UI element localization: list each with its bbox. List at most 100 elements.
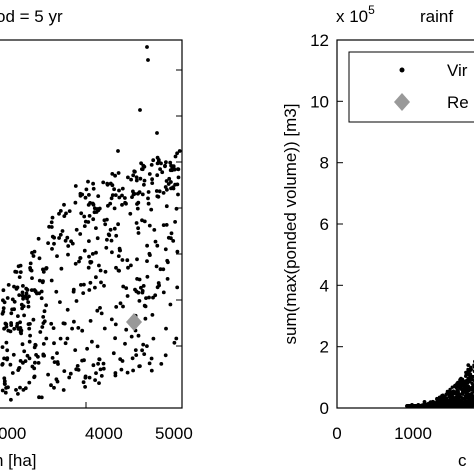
left-scatter-point bbox=[120, 203, 124, 207]
left-scatter-point bbox=[79, 211, 84, 216]
left-scatter-point bbox=[149, 163, 154, 167]
left-scatter-point bbox=[66, 252, 70, 257]
left-scatter-point bbox=[82, 358, 86, 363]
left-scatter-point bbox=[164, 223, 169, 227]
right-scatter-point bbox=[416, 403, 421, 407]
left-scatter-point bbox=[26, 304, 31, 309]
left-scatter-point bbox=[86, 179, 90, 184]
left-scatter-point bbox=[2, 326, 6, 331]
left-scatter-point bbox=[4, 340, 9, 345]
right-scatter-point bbox=[428, 404, 433, 408]
left-scatter-point bbox=[36, 361, 41, 365]
left-scatter-point bbox=[9, 397, 13, 402]
left-scatter-point bbox=[135, 257, 139, 262]
left-scatter-point bbox=[176, 192, 180, 197]
left-scatter-point bbox=[49, 321, 54, 326]
right-scatter-point bbox=[467, 388, 471, 393]
left-scatter-point bbox=[112, 187, 116, 192]
left-scatter-point bbox=[92, 206, 97, 211]
left-scatter-point bbox=[84, 187, 89, 192]
left-scatter-point bbox=[12, 284, 16, 289]
left-scatter-point bbox=[5, 296, 10, 300]
left-scatter-point bbox=[113, 322, 118, 327]
right-scatter-point bbox=[469, 367, 473, 372]
left-scatter-point bbox=[136, 191, 140, 196]
left-scatter-point bbox=[109, 317, 114, 322]
left-scatter-point bbox=[155, 155, 160, 160]
left-scatter-point bbox=[166, 235, 171, 240]
right-scatter-point bbox=[447, 404, 452, 408]
left-scatter-point bbox=[66, 244, 71, 248]
left-scatter-point bbox=[52, 241, 56, 246]
left-scatter-point bbox=[78, 256, 83, 260]
left-scatter-point bbox=[94, 250, 98, 255]
left-scatter-point bbox=[113, 336, 117, 341]
left-scatter-point bbox=[18, 385, 22, 390]
right-legend: Vir Re bbox=[348, 51, 474, 123]
right-scatter-point bbox=[464, 374, 468, 378]
left-scatter-point bbox=[20, 342, 25, 347]
left-scatter-point bbox=[62, 214, 67, 219]
left-scatter-point bbox=[112, 226, 117, 231]
left-scatter-point bbox=[106, 232, 111, 237]
left-scatter-point bbox=[108, 227, 113, 232]
left-scatter-point bbox=[120, 193, 124, 198]
left-scatter-point bbox=[126, 175, 130, 180]
left-scatter-point bbox=[168, 168, 173, 173]
left-scatter-point bbox=[114, 305, 119, 309]
left-scatter-point bbox=[114, 265, 118, 270]
left-scatter-point bbox=[87, 254, 91, 259]
left-scatter-point bbox=[42, 309, 47, 314]
right-chart: x 105 rainf sum(max(ponded volume)) [m3]… bbox=[281, 3, 474, 470]
left-scatter-point bbox=[136, 231, 141, 235]
left-scatter-point bbox=[138, 108, 142, 112]
left-scatter-point bbox=[58, 300, 62, 304]
right-scatter-point bbox=[467, 380, 472, 384]
left-scatter-point bbox=[155, 173, 160, 178]
left-scatter-point bbox=[161, 223, 166, 228]
left-scatter-point bbox=[20, 290, 25, 295]
right-scatter-point bbox=[447, 401, 452, 406]
left-scatter-point bbox=[133, 348, 138, 352]
left-scatter-point bbox=[5, 357, 9, 362]
left-scatter-point bbox=[168, 302, 173, 307]
right-scatter-point bbox=[460, 377, 465, 381]
right-scatter-point bbox=[422, 404, 427, 408]
right-scatter-point bbox=[453, 390, 458, 395]
left-scatter-point bbox=[91, 202, 96, 207]
left-scatter-point bbox=[58, 336, 63, 341]
left-scatter-point bbox=[94, 226, 98, 231]
right-ytick-label-2: 4 bbox=[320, 276, 329, 295]
left-scatter-point bbox=[86, 220, 91, 224]
left-scatter-point bbox=[124, 201, 128, 206]
left-scatter-point bbox=[82, 224, 87, 229]
left-scatter-point bbox=[30, 276, 34, 280]
left-scatter-point bbox=[3, 390, 8, 395]
left-scatter-point bbox=[145, 45, 149, 49]
left-scatter-point bbox=[16, 314, 20, 318]
left-scatter-point bbox=[169, 163, 174, 168]
left-scatter-point bbox=[67, 375, 72, 380]
left-scatter-point bbox=[17, 275, 22, 279]
left-scatter-point bbox=[149, 356, 154, 361]
left-scatter-point bbox=[116, 222, 120, 227]
left-scatter-point bbox=[75, 364, 80, 368]
left-scatter-point bbox=[27, 294, 31, 299]
left-scatter-point bbox=[116, 171, 121, 175]
left-scatter-point bbox=[153, 239, 158, 244]
left-scatter-point bbox=[40, 280, 45, 285]
right-scatter-point bbox=[467, 403, 471, 408]
left-chart-xlabel: n [ha] bbox=[0, 451, 37, 470]
left-scatter-point bbox=[0, 388, 5, 393]
legend-entry-0: Vir bbox=[447, 61, 468, 80]
left-scatter-point bbox=[158, 267, 163, 272]
left-scatter-point bbox=[105, 182, 110, 187]
left-scatter-point bbox=[163, 164, 167, 169]
left-chart: od = 5 yr 000 4000 5000 n [ha] bbox=[0, 7, 193, 470]
left-scatter-point bbox=[158, 167, 163, 172]
left-scatter-point bbox=[82, 248, 87, 253]
left-scatter-point bbox=[21, 284, 25, 288]
left-scatter-point bbox=[52, 385, 56, 390]
left-scatter-point bbox=[101, 180, 106, 185]
left-scatter-point bbox=[90, 339, 94, 344]
